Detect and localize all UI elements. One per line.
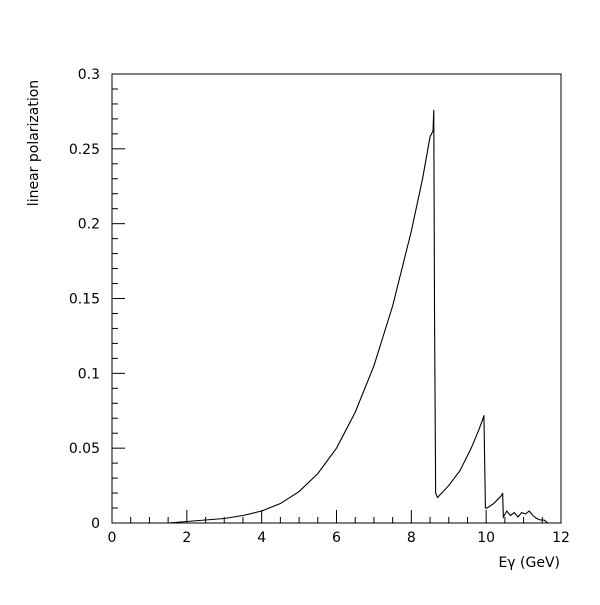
x-tick-label: 12	[552, 530, 570, 546]
y-tick-label: 0.25	[69, 142, 100, 158]
series-line	[149, 109, 549, 524]
x-tick-label: 2	[182, 530, 191, 546]
x-tick-label: 10	[477, 530, 495, 546]
y-tick-label: 0.05	[69, 441, 100, 457]
y-tick-label: 0.1	[78, 366, 100, 382]
y-tick-label: 0	[91, 516, 100, 532]
plot-frame	[111, 73, 562, 524]
y-tick-label: 0.15	[69, 292, 100, 308]
x-tick-label: 8	[407, 530, 416, 546]
x-tick-label: 6	[332, 530, 341, 546]
y-tick-label: 0.3	[78, 67, 100, 83]
x-tick-label: 4	[257, 530, 266, 546]
y-tick-label: 0.2	[78, 217, 100, 233]
x-tick-label: 0	[108, 530, 117, 546]
y-axis-label: linear polarization	[26, 80, 42, 206]
x-axis-label: Eγ (GeV)	[498, 555, 560, 571]
